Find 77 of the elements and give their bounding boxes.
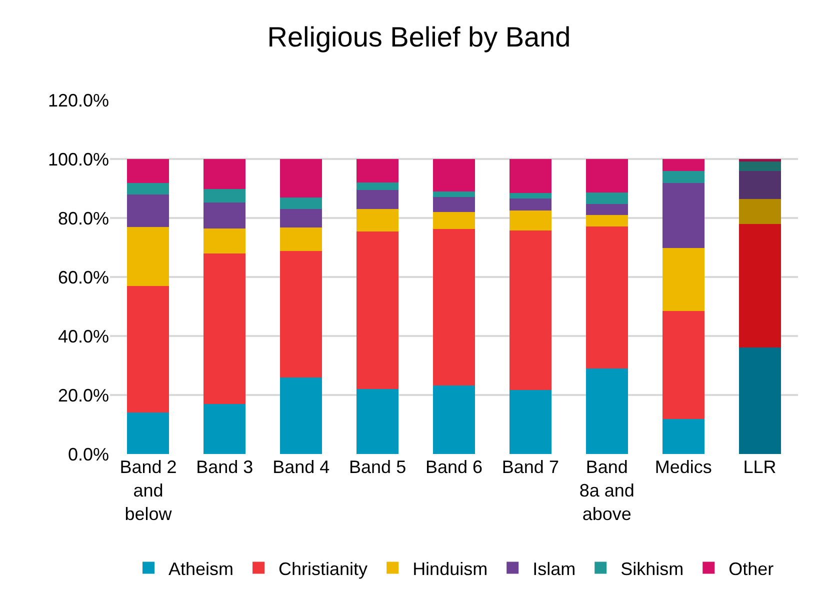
x-tick-label: LLR: [743, 457, 776, 477]
bar: [127, 412, 170, 454]
x-tick-label: Medics: [654, 457, 712, 477]
bar: [127, 159, 170, 184]
bar: [586, 159, 628, 193]
x-tick-label: Band 6: [425, 457, 483, 477]
bar: [280, 197, 322, 209]
y-tick-label: 60.0%: [58, 267, 109, 288]
bar: [586, 214, 628, 226]
bar: [356, 232, 399, 389]
bar: [280, 377, 322, 454]
bar: [738, 224, 781, 348]
bar: [280, 228, 322, 252]
legend-label: Sikhism: [620, 558, 684, 579]
bar: [662, 171, 704, 183]
bar: [432, 212, 476, 230]
bar: [509, 159, 552, 194]
bar: [280, 159, 322, 198]
legend-label: Atheism: [168, 558, 234, 579]
bar: [432, 191, 476, 198]
bar: [204, 228, 246, 254]
bar: [356, 388, 399, 454]
x-tick-label: Band 7: [502, 457, 559, 477]
bar: [509, 230, 552, 390]
legend-label: Other: [728, 558, 774, 579]
bar: [509, 193, 552, 199]
legend-label: Hinduism: [412, 558, 488, 579]
x-tick-label: Band 2 and below: [120, 457, 177, 524]
bar: [432, 385, 476, 454]
bar: [662, 248, 704, 311]
y-tick-label: 100.0%: [48, 149, 109, 170]
bar: [127, 183, 170, 194]
bar: [662, 182, 704, 248]
bar: [280, 251, 322, 378]
bar: [738, 348, 781, 454]
bar: [356, 182, 399, 190]
y-tick-label: 120.0%: [48, 90, 109, 110]
bar: [204, 253, 246, 404]
bar: [662, 419, 704, 454]
y-tick-label: 0.0%: [68, 444, 109, 464]
bar: [280, 208, 322, 228]
bar: [738, 159, 781, 162]
bar: [204, 189, 246, 202]
bar: [586, 368, 628, 454]
bar: [127, 226, 170, 286]
bar: [127, 286, 170, 412]
bar: [586, 226, 628, 368]
bar: [509, 198, 552, 210]
legend-label: Christianity: [278, 558, 368, 579]
bar: [662, 159, 704, 172]
x-tick-label: Band 8a and above: [579, 457, 634, 524]
bar: [738, 199, 781, 224]
bar: [127, 194, 170, 227]
bar: [356, 159, 399, 182]
y-tick-label: 20.0%: [58, 385, 109, 406]
bar: [738, 170, 781, 200]
bar: [509, 390, 552, 454]
x-tick-label: Band 3: [196, 457, 254, 477]
bar: [738, 162, 781, 171]
bar: [662, 310, 704, 420]
x-tick-label: Band 4: [272, 457, 330, 477]
bar: [432, 229, 476, 386]
bar: [432, 197, 476, 212]
bar: [356, 209, 399, 232]
y-tick-label: 40.0%: [58, 326, 109, 346]
bar: [204, 159, 246, 190]
bar: [204, 404, 246, 454]
legend-label: Islam: [532, 558, 576, 579]
x-tick-label: Band 5: [349, 457, 406, 477]
y-tick-label: 80.0%: [58, 208, 109, 228]
bar: [509, 210, 552, 230]
bar: [204, 202, 246, 228]
bar: [586, 204, 628, 215]
bar: [432, 159, 476, 192]
bar: [586, 192, 628, 204]
chart-title: Religious Belief by Band: [267, 22, 571, 53]
bar: [356, 190, 399, 210]
